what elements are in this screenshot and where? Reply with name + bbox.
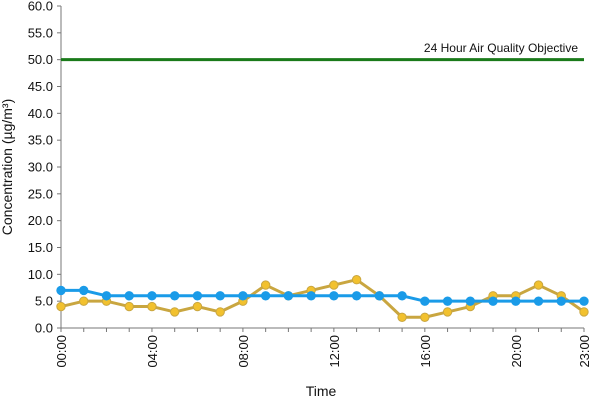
x-axis-title: Time (306, 383, 337, 399)
series-2-point (329, 291, 339, 301)
y-tick-label: 55.0 (28, 25, 53, 40)
series-1-point (442, 307, 453, 317)
series-2-point (56, 285, 66, 296)
series-1-point (260, 280, 271, 290)
series-1-point (420, 312, 430, 322)
series-2-point (79, 285, 89, 296)
series-2-point (101, 291, 112, 301)
y-tick-label: 0.0 (35, 321, 53, 336)
x-tick-label: 20:00 (509, 335, 524, 368)
series-1-point (169, 307, 180, 317)
y-tick-label: 35.0 (28, 133, 53, 148)
y-tick-label: 25.0 (28, 186, 53, 201)
series-1-point (579, 307, 589, 317)
series-2-point (215, 291, 225, 301)
series-1-point (56, 301, 66, 312)
y-tick-label: 30.0 (28, 160, 53, 175)
series-2-point (511, 296, 521, 306)
series-2-point (169, 291, 180, 301)
reference-line-label: 24 Hour Air Quality Objective (424, 41, 578, 55)
series-1-point (215, 307, 225, 317)
series-2-point (351, 291, 362, 301)
series-2-point (465, 296, 476, 306)
series-1-line (60, 278, 585, 319)
series-2-point (374, 291, 385, 301)
y-tick-label: 45.0 (28, 79, 53, 94)
series-layer (56, 275, 589, 322)
x-tick-label: 23:00 (577, 335, 592, 368)
series-2-point (488, 296, 498, 306)
y-tick-label: 20.0 (28, 213, 53, 228)
series-2-point (579, 296, 589, 306)
series-2-point (533, 296, 544, 306)
x-tick-label: 16:00 (418, 335, 433, 368)
series-1-point (147, 301, 157, 312)
series-2-point (397, 291, 407, 301)
series-2-point (556, 296, 566, 306)
y-tick-label: 40.0 (28, 106, 53, 121)
y-tick-label: 5.0 (35, 294, 53, 309)
series-1-point (124, 301, 134, 312)
series-2-point (442, 296, 453, 306)
series-1-point (351, 275, 362, 285)
series-2-point (124, 291, 134, 301)
y-tick-label: 15.0 (28, 240, 53, 255)
x-tick-label: 04:00 (145, 335, 160, 368)
series-2-point (283, 291, 294, 301)
y-axis-title: Concentration (µg/m³) (0, 99, 15, 235)
series-2-point (420, 296, 430, 306)
x-tick-label: 08:00 (236, 335, 251, 368)
series-2-point (238, 291, 248, 301)
series-1-point (192, 301, 203, 312)
y-tick-label: 50.0 (28, 52, 53, 67)
series-2-point (147, 291, 157, 301)
y-ticks-layer: 0.0 5.0 10.0 15.0 20.0 25.0 30.0 35.0 40.0 45.0 50… (28, 0, 61, 336)
series-1-point (329, 280, 339, 290)
x-tick-label: 00:00 (54, 335, 69, 368)
series-1-point (533, 280, 544, 290)
x-tick-label: 12:00 (327, 335, 342, 368)
series-2-point (306, 291, 316, 301)
series-2-point (260, 291, 271, 301)
x-ticks-layer: 00:00 04:00 08:00 12:00 16:00 20:00 23:00 (54, 328, 592, 368)
y-tick-label: 10.0 (28, 267, 53, 282)
series-1-point (79, 296, 89, 306)
series-2-point (192, 291, 203, 301)
series-1-point (397, 312, 407, 322)
y-tick-label: 60.0 (28, 0, 53, 14)
